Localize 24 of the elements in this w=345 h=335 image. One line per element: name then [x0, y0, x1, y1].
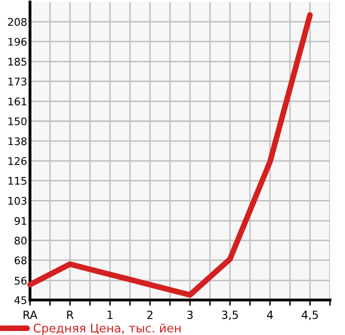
- x-tick-label: 1: [108, 310, 113, 319]
- y-tick-label: 115: [8, 177, 26, 185]
- y-tick-label: 56: [14, 276, 27, 285]
- x-tick-label: 3,5: [222, 310, 238, 320]
- y-tick-label: 161: [8, 98, 26, 106]
- y-tick-label: 45: [14, 296, 26, 304]
- y-tick-label: 68: [14, 256, 27, 264]
- y-tick-label: 138: [8, 137, 27, 146]
- y-tick-label: 103: [8, 196, 26, 205]
- y-tick-label: 196: [8, 38, 27, 46]
- y-tick-label: 208: [8, 18, 27, 26]
- y-tick-label: 126: [8, 157, 27, 166]
- x-tick-label: 2: [147, 310, 152, 319]
- y-tick-label: 173: [8, 78, 26, 86]
- x-tick-label: 4: [267, 310, 273, 319]
- legend-label: Средняя Цена, тыс. йен: [34, 323, 181, 335]
- y-tick-label: 80: [14, 236, 27, 245]
- y-tick-label: 185: [8, 58, 26, 66]
- y-tick-label: 91: [14, 217, 26, 225]
- x-tick-label: R: [67, 310, 74, 319]
- y-tick-label: 150: [8, 117, 27, 126]
- x-tick-label: RA: [24, 310, 38, 319]
- x-tick-label: 4,5: [302, 310, 318, 320]
- x-tick-label: 3: [187, 310, 193, 320]
